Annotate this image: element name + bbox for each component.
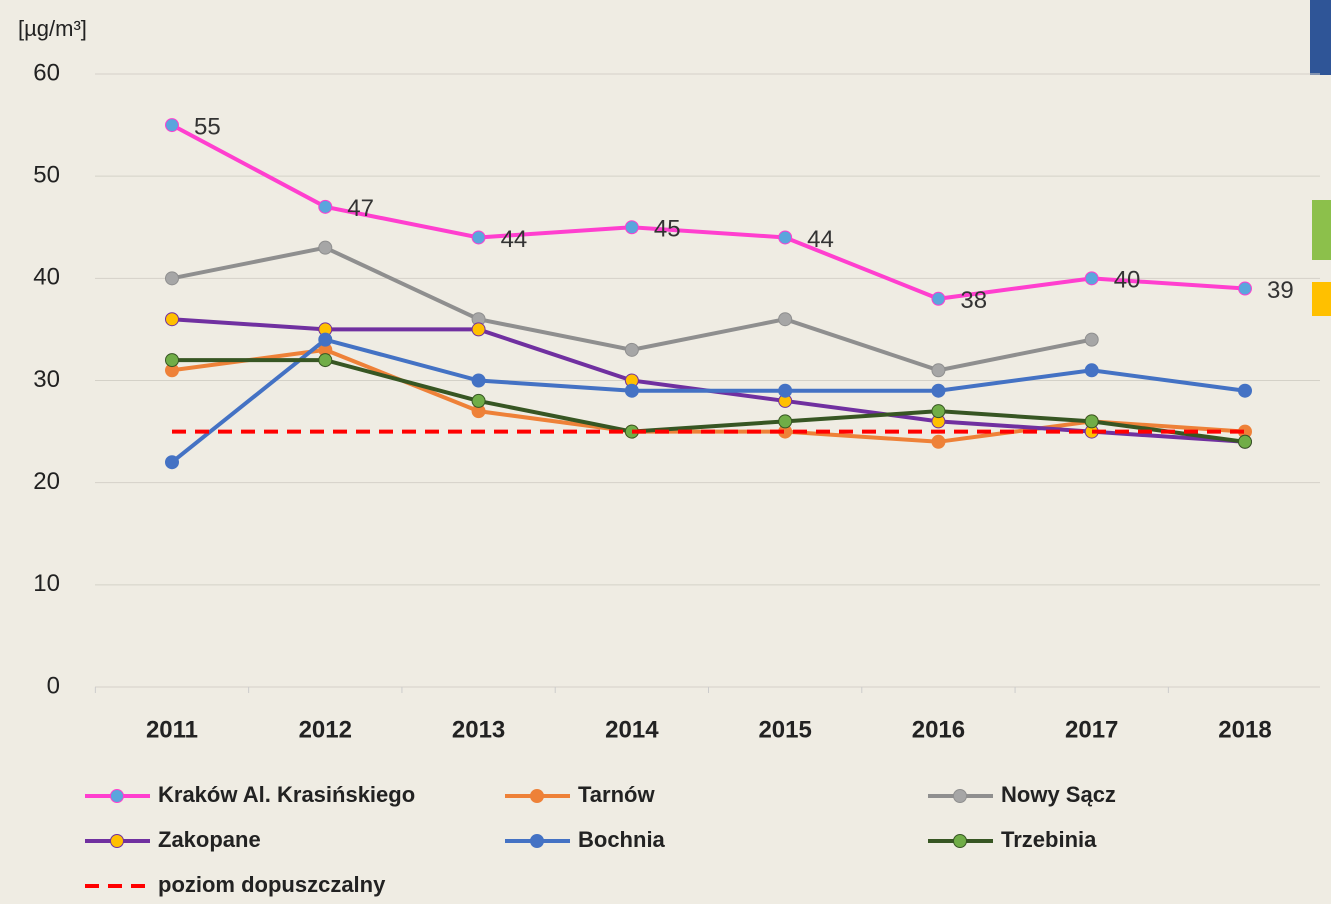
data-label: 44 [807,226,834,253]
decoration [1312,282,1331,316]
y-tick-label: 50 [33,162,60,189]
marker [471,373,486,388]
data-label: 47 [347,195,374,222]
marker [1084,414,1099,429]
legend-label: Kraków Al. Krasińskiego [158,782,415,807]
y-tick-label: 10 [33,570,60,597]
y-tick-label: 40 [33,264,60,291]
marker [931,404,946,419]
series-line [170,337,1246,464]
marker [1238,281,1252,296]
x-tick-label: 2013 [452,716,505,743]
x-tick-label: 2014 [605,716,659,743]
marker [165,312,179,327]
marker [931,363,946,378]
marker [471,230,486,245]
legend-label: Zakopane [158,827,261,852]
x-tick-label: 2016 [912,716,965,743]
y-tick-label: 30 [33,366,60,393]
legend-marker [530,834,544,848]
y-tick-label: 20 [33,468,60,495]
marker [778,414,793,429]
legend-label: Trzebinia [1001,827,1097,852]
marker [471,393,486,408]
marker [624,342,639,357]
marker [931,434,946,449]
data-label: 44 [501,226,528,253]
marker [778,312,793,327]
marker [931,383,946,398]
marker [318,199,333,214]
marker [165,118,179,133]
data-label: 55 [194,113,221,140]
x-tick-label: 2017 [1065,716,1118,743]
marker [1238,434,1252,449]
legend-marker [953,834,967,848]
legend-label: Bochnia [578,827,666,852]
marker [1084,363,1099,378]
y-tick-label: 60 [33,59,60,86]
marker [1084,332,1099,347]
legend-label: poziom dopuszczalny [158,872,386,897]
legend-marker [110,789,124,803]
marker [931,291,946,306]
data-label: 40 [1114,267,1141,294]
series-line [171,123,1246,301]
marker [778,230,793,245]
legend-label: Tarnów [578,782,655,807]
legend-label: Nowy Sącz [1001,782,1116,807]
y-tick-label: 0 [47,672,60,699]
marker [165,271,179,286]
y-axis-label: [µg/m³] [18,16,87,41]
x-tick-label: 2012 [299,716,352,743]
legend-marker [110,834,124,848]
marker [778,383,793,398]
series-line [172,358,1246,444]
data-label: 39 [1267,277,1294,304]
marker [318,353,333,368]
data-label: 38 [960,287,987,314]
marker [165,353,179,368]
marker [624,220,639,235]
marker [471,322,486,337]
marker [1238,383,1252,398]
marker [165,455,179,470]
x-tick-label: 2011 [146,716,198,743]
marker [1084,271,1099,286]
x-tick-label: 2018 [1218,716,1271,743]
legend-marker [530,789,544,803]
x-tick-label: 2015 [758,716,811,743]
decoration [1310,0,1331,75]
marker [624,383,639,398]
marker [318,332,333,347]
decoration [1312,200,1331,260]
data-label: 45 [654,216,681,243]
legend-marker [953,789,967,803]
marker [318,240,333,255]
